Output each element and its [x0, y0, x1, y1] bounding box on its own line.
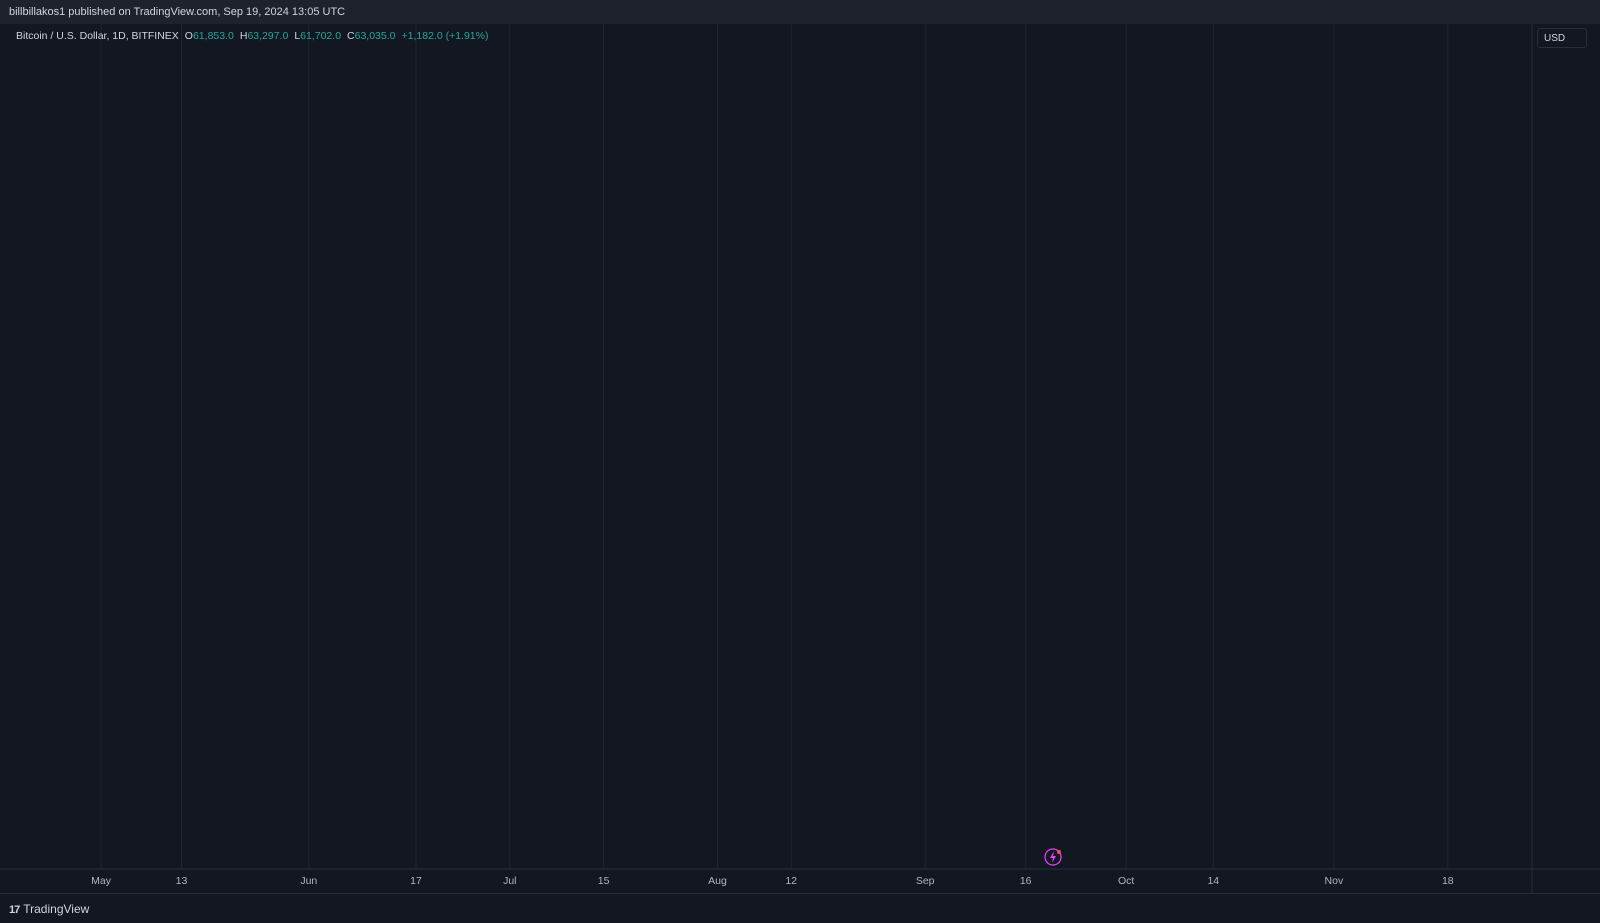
time-tick-label: 16: [1020, 875, 1032, 887]
grid-lines: [100, 24, 1449, 869]
tradingview-logo-icon: 17: [9, 904, 20, 916]
brand-name: TradingView: [23, 902, 90, 916]
footer-bar: 17 TradingView: [0, 893, 1600, 923]
time-tick-label: Jul: [503, 875, 516, 887]
low-label: L: [294, 30, 301, 42]
time-tick-label: Nov: [1325, 875, 1344, 887]
time-axis[interactable]: May 13 Jun 17 Jul 15 Aug 12 Sep 16 Oct 14 Nov 18: [91, 875, 1454, 887]
time-tick-label: 18: [1442, 875, 1454, 887]
close-label: C: [347, 30, 355, 42]
tradingview-brand[interactable]: 17 TradingView: [9, 902, 89, 916]
open-label: O: [184, 30, 193, 42]
time-tick-label: Sep: [916, 875, 935, 887]
time-tick-label: 12: [785, 875, 797, 887]
high-value: 63,297.0: [247, 30, 289, 42]
time-tick-label: May: [91, 875, 112, 887]
chart-background: [0, 24, 1600, 893]
time-tick-label: Oct: [1118, 875, 1134, 887]
time-tick-label: 13: [176, 875, 188, 887]
time-tick-label: Aug: [708, 875, 727, 887]
symbol-legend: Bitcoin / U.S. Dollar, 1D, BITFINEX O61,8…: [16, 30, 488, 42]
time-tick-label: 15: [598, 875, 610, 887]
change-value: +1,182.0 (+1.91%): [401, 30, 489, 42]
time-tick-label: 17: [410, 875, 422, 887]
open-value: 61,853.0: [192, 30, 234, 42]
high-label: H: [239, 30, 248, 42]
low-value: 61,702.0: [300, 30, 342, 42]
publish-info-bar: billbillakos1 published on TradingView.c…: [0, 0, 1600, 25]
lightning-icon[interactable]: [1044, 848, 1062, 866]
price-chart[interactable]: 74,000.073,000.072,000.071,000.070,000.0…: [0, 24, 1600, 893]
published-by-text: billbillakos1 published on TradingView.c…: [9, 6, 346, 18]
close-value: 63,035.0: [354, 30, 396, 42]
symbol-title[interactable]: Bitcoin / U.S. Dollar, 1D, BITFINEX: [16, 30, 179, 42]
time-tick-label: 14: [1207, 875, 1219, 887]
currency-button[interactable]: USD: [1537, 28, 1587, 48]
time-tick-label: Jun: [300, 875, 317, 887]
